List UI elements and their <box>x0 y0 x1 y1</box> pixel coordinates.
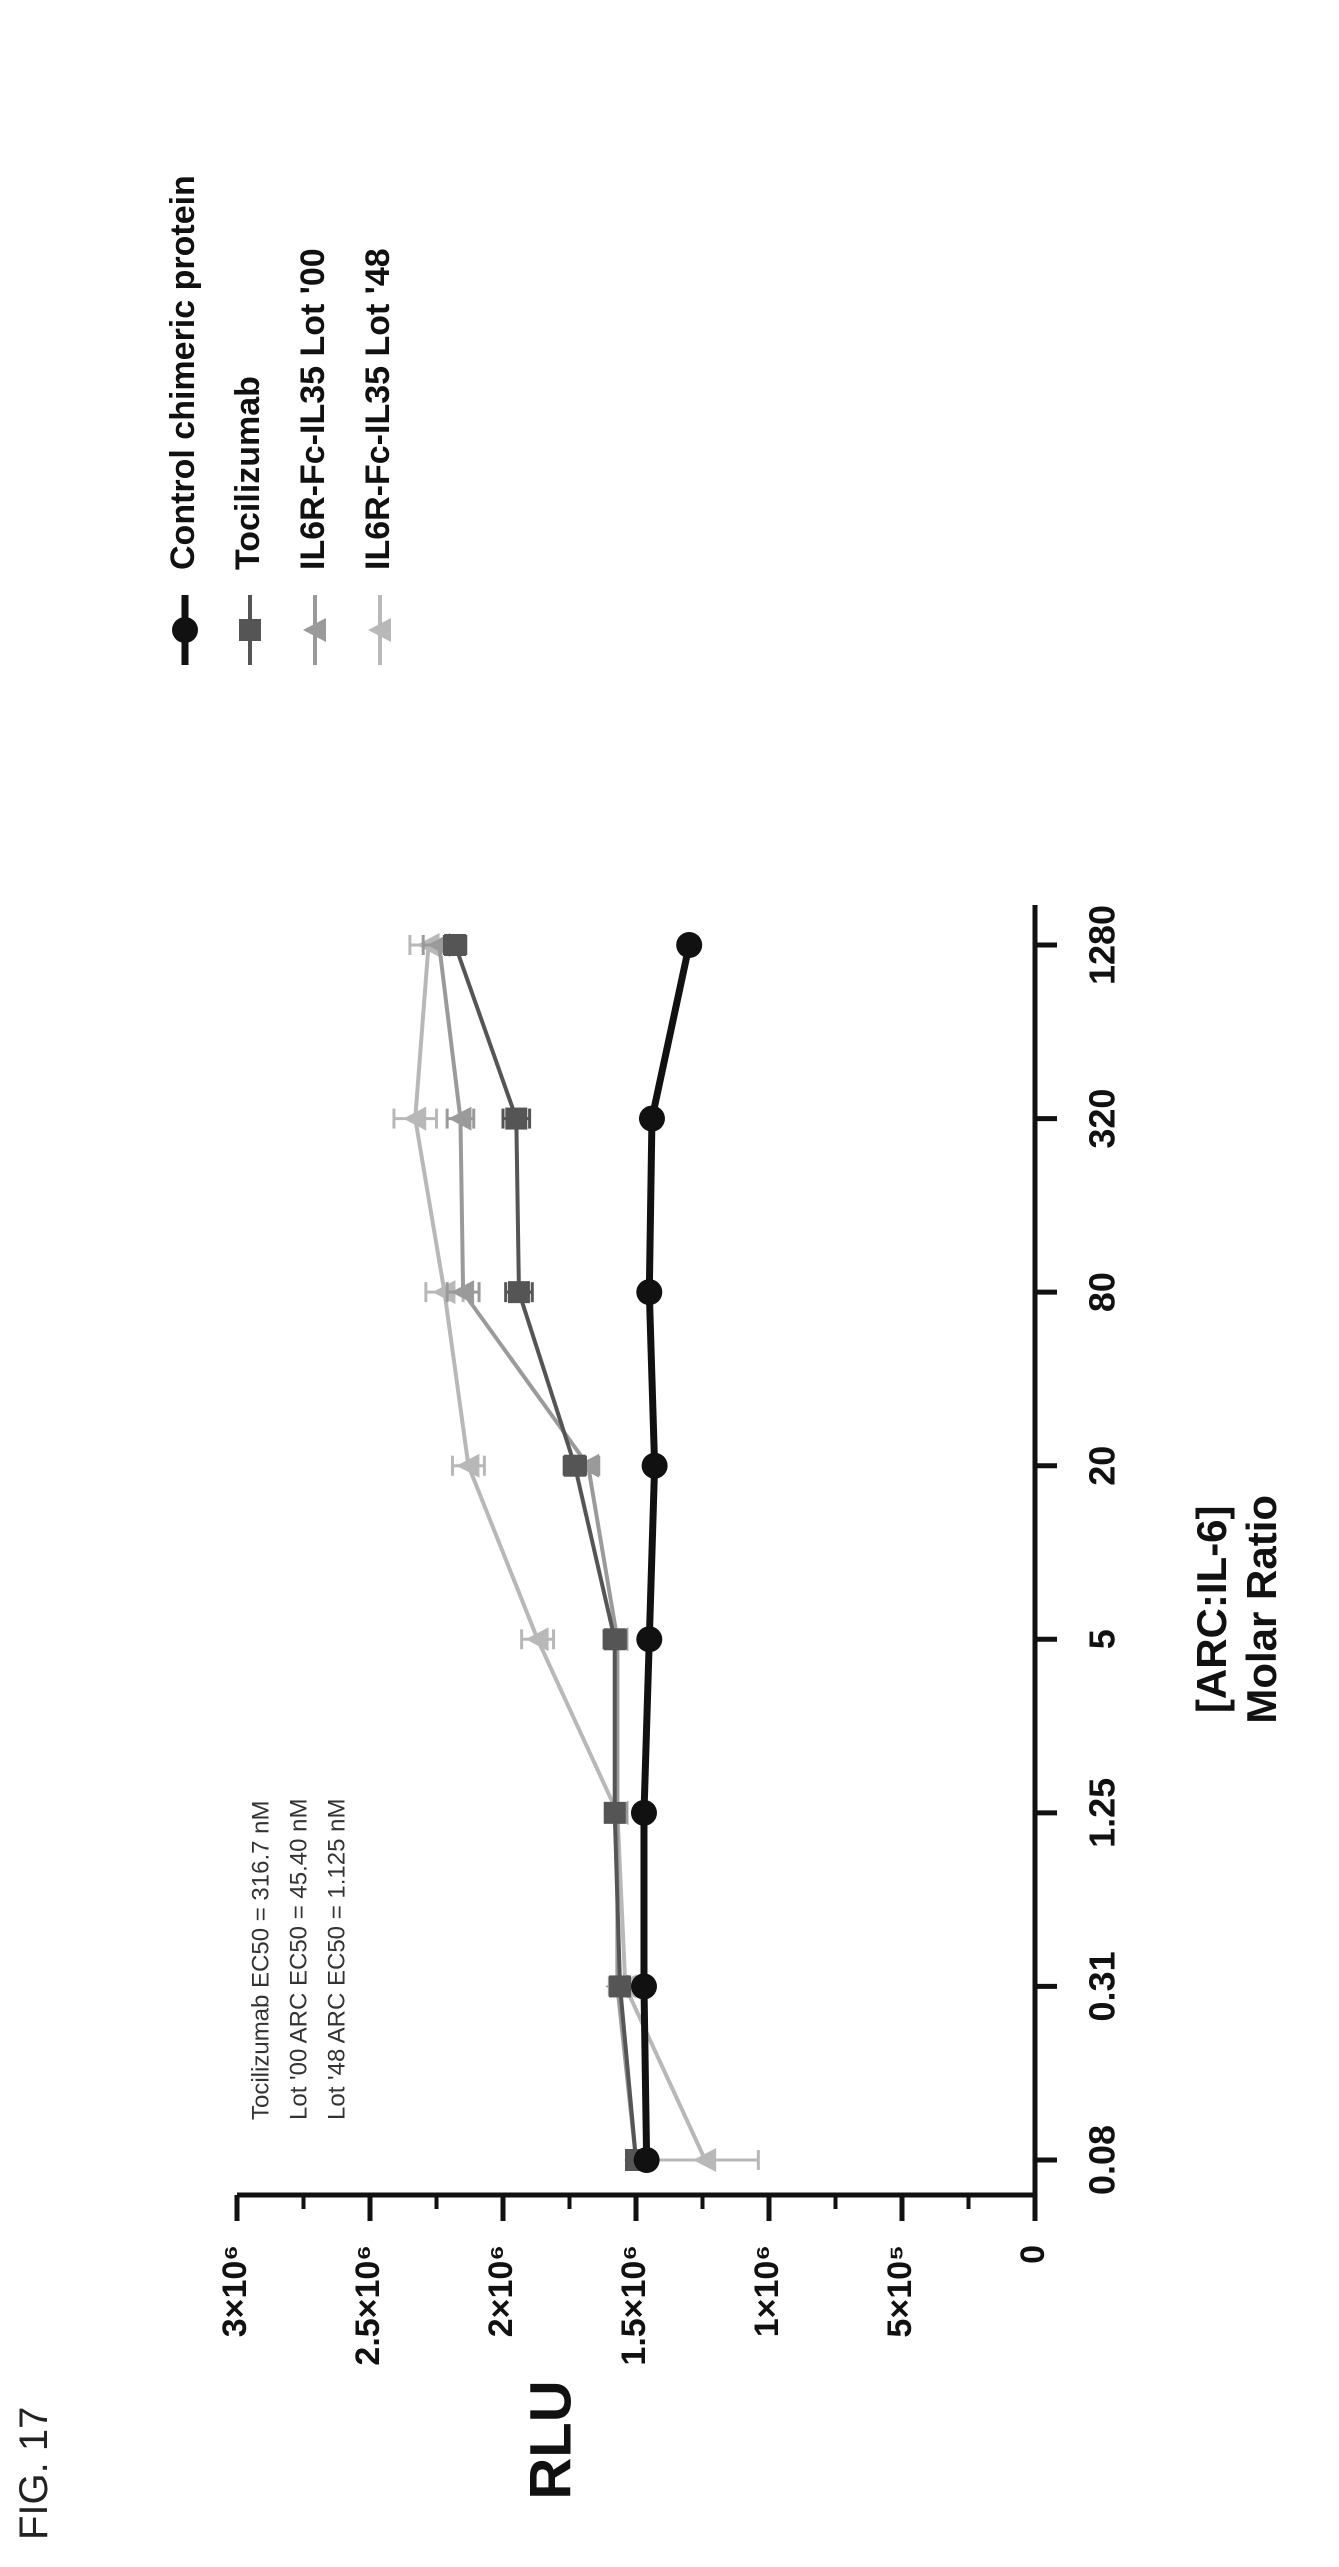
data-point <box>456 1453 480 1478</box>
x-tick-label: 0.08 <box>1082 2125 1123 2195</box>
data-point <box>451 1280 475 1305</box>
ec50-annotation: Tocilizumab EC50 = 316.7 nM <box>247 1801 274 2121</box>
x-tick-label: 0.31 <box>1082 1951 1123 2021</box>
x-tick-label: 320 <box>1082 1089 1123 1149</box>
data-point <box>576 1453 600 1478</box>
data-point <box>630 1799 657 1826</box>
legend-swatch-marker <box>239 619 261 641</box>
data-point <box>693 2148 717 2172</box>
data-point <box>636 1279 663 1306</box>
y-tick-label: 2.5×10⁶ <box>349 2245 387 2366</box>
x-tick-label: 20 <box>1082 1446 1123 1486</box>
data-point <box>507 1281 530 1304</box>
series-line <box>453 944 638 2161</box>
legend-swatch-marker <box>172 617 198 643</box>
legend-swatch-marker <box>303 618 326 642</box>
data-point <box>641 1452 668 1479</box>
y-tick-label: 3×10⁶ <box>216 2245 254 2337</box>
y-tick-label: 0 <box>1014 2245 1052 2264</box>
x-tick-label: 1280 <box>1082 905 1123 985</box>
data-point <box>505 1107 528 1130</box>
data-point <box>633 2147 660 2173</box>
series-line <box>413 944 707 2161</box>
data-point <box>630 1973 657 2000</box>
y-tick-label: 2×10⁶ <box>482 2245 520 2337</box>
legend-swatch-marker <box>368 618 391 642</box>
data-point <box>444 934 467 956</box>
data-point <box>403 1106 427 1131</box>
series-line <box>640 944 693 2161</box>
x-axis-title-line1: [ARC:IL-6] <box>1188 1505 1235 1713</box>
data-point <box>638 1105 665 1132</box>
legend-label: IL6R-Fc-IL35 Lot '00 <box>294 248 332 570</box>
x-axis-title-line2: Molar Ratio <box>1238 1495 1285 1724</box>
y-axis-title: RLU <box>518 2380 583 2499</box>
ec50-annotation: Lot '48 ARC EC50 = 1.125 nM <box>323 1799 350 2120</box>
data-point <box>563 1454 586 1477</box>
x-tick-label: 80 <box>1082 1272 1123 1312</box>
legend-label: IL6R-Fc-IL35 Lot '48 <box>359 248 397 570</box>
data-point <box>676 932 703 958</box>
y-tick-label: 5×10⁵ <box>881 2245 919 2338</box>
y-tick-label: 1.5×10⁶ <box>615 2245 653 2366</box>
legend-label: Control chimeric protein <box>164 175 202 570</box>
data-point <box>448 1106 472 1131</box>
data-point <box>525 1627 549 1652</box>
data-point <box>603 1628 626 1651</box>
x-tick-label: 1.25 <box>1082 1778 1123 1848</box>
data-point <box>609 1975 632 1998</box>
data-point <box>636 1626 663 1653</box>
data-point <box>432 1280 456 1305</box>
ec50-annotation: Lot '00 ARC EC50 = 45.40 nM <box>285 1799 312 2120</box>
y-tick-label: 1×10⁶ <box>748 2245 786 2337</box>
legend-label: Tocilizumab <box>229 376 267 570</box>
x-tick-label: 5 <box>1082 1629 1123 1649</box>
data-point <box>603 1801 626 1824</box>
